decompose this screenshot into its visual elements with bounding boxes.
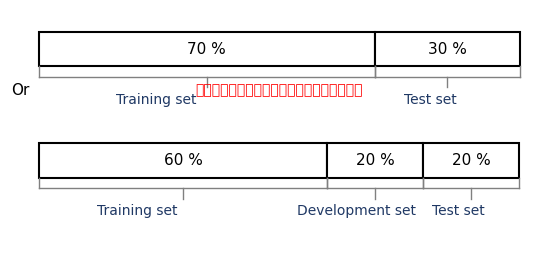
Text: Test set: Test set — [432, 204, 485, 218]
Bar — [423, 143, 519, 178]
Bar — [375, 32, 520, 66]
Bar — [39, 143, 327, 178]
Text: 30 %: 30 % — [428, 42, 467, 56]
Text: Or: Or — [11, 83, 30, 98]
Text: Training set: Training set — [116, 93, 197, 107]
Text: 20 %: 20 % — [356, 153, 395, 168]
Text: 20 %: 20 % — [452, 153, 491, 168]
Text: Test set: Test set — [404, 93, 457, 107]
Bar — [327, 143, 423, 178]
Bar — [39, 32, 375, 66]
Text: 60 %: 60 % — [164, 153, 202, 168]
Text: 早期机器学习，数据比较少，这两种比例合理: 早期机器学习，数据比较少，这两种比例合理 — [196, 83, 363, 97]
Text: Development set: Development set — [297, 204, 416, 218]
Text: Training set: Training set — [97, 204, 177, 218]
Text: 70 %: 70 % — [187, 42, 226, 56]
